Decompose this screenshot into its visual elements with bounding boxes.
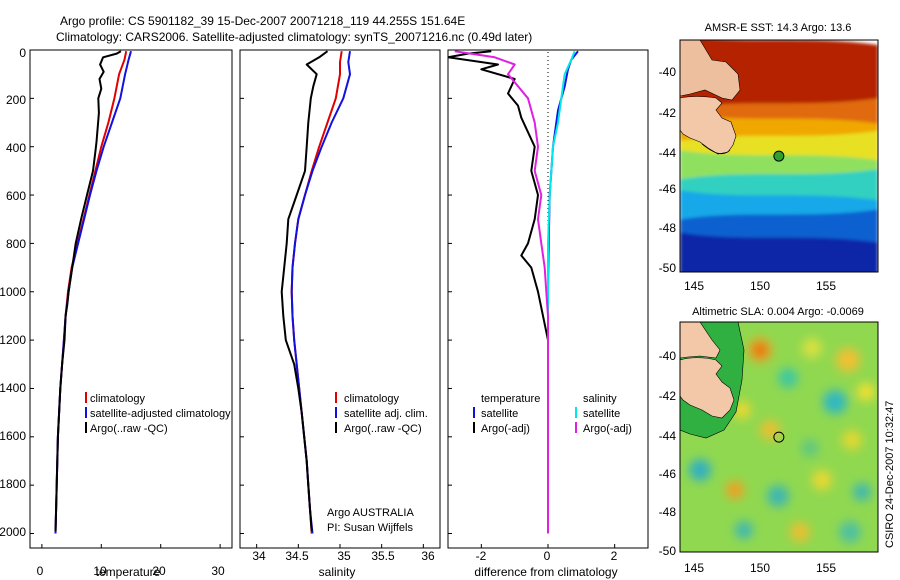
temperature-xtick-10: 10 (93, 564, 107, 578)
depth-tick-0: 0 (19, 46, 26, 60)
program-label: Argo AUSTRALIA (327, 507, 414, 519)
difference-xtick-2: 2 (611, 549, 618, 563)
sst-lat-46: -46 (659, 182, 677, 196)
argo-location-marker (773, 150, 785, 162)
sla-lat-42: -42 (659, 389, 677, 403)
sst-lat-40: -40 (659, 65, 677, 79)
depth-tick-1800: 1800 (0, 477, 26, 491)
sla-map-ticks: -40 -42 -44 -46 -48 -50 145 150 155 (659, 349, 837, 575)
sst-lon-145: 145 (684, 279, 704, 293)
salinity-axes-box (239, 49, 441, 549)
sst-lon-155: 155 (816, 279, 836, 293)
sla-anomaly-field (689, 338, 875, 543)
salinity-ticks: 34 34.5 35 35.5 36 (252, 549, 435, 563)
tasmania-landmass (680, 96, 737, 155)
bathymetry-contour (701, 143, 731, 155)
difference-from-climatology-temperature-argo-adj-line (448, 50, 549, 534)
legend-label-argo: Argo(..raw -QC) (90, 423, 168, 435)
salinity-legend: climatology satellite adj. clim. Argo(..… (335, 392, 428, 435)
sst-lat-48: -48 (659, 221, 677, 235)
difference-xtick-minus2: -2 (476, 549, 487, 563)
temperature-xtick-0: 0 (37, 564, 44, 578)
depth-tick-1000: 1000 (0, 285, 26, 299)
sst-band-8 (680, 232, 878, 272)
salinity-profile-argo-raw-qc-line (280, 50, 329, 532)
temperature-xlabel: temperature (96, 565, 161, 579)
mainland-landmass (680, 322, 721, 359)
sla-map-panel: Altimetric SLA: 0.004 Argo: -0.0069 (659, 306, 879, 575)
temperature-ticks: 0 10 20 30 0 200 400 600 800 1000 1200 1… (0, 46, 225, 578)
temperature-xtick-30: 30 (211, 564, 225, 578)
depth-tick-1200: 1200 (0, 333, 26, 347)
sla-lat-48: -48 (659, 505, 677, 519)
tasmania-landmass (680, 357, 735, 419)
temperature-axes-box (29, 49, 233, 549)
sla-lon-145: 145 (684, 561, 704, 575)
temperature-legend: climatology satellite-adjusted climatolo… (85, 392, 231, 435)
sla-lon-155: 155 (816, 561, 836, 575)
sla-lat-46: -46 (659, 467, 677, 481)
mainland-landmass (680, 40, 741, 101)
sla-lat-44: -44 (659, 429, 677, 443)
temperature-xtick-20: 20 (152, 564, 166, 578)
salinity-xtick-35: 35 (337, 549, 351, 563)
sla-map-frame (679, 321, 879, 553)
depth-tick-600: 600 (6, 189, 26, 203)
legend-label-temp-argo: Argo(-adj) (481, 423, 530, 435)
legend-title-temperature: temperature (481, 393, 540, 405)
legend-label-sal-satellite: satellite (583, 408, 620, 420)
sst-lat-42: -42 (659, 106, 677, 120)
legend-label-satellite: satellite-adjusted climatology (90, 408, 231, 420)
figure-subtitle: Climatology: CARS2006. Satellite-adjuste… (56, 30, 532, 44)
salinity-xtick-34.5: 34.5 (285, 549, 309, 563)
sst-band-5 (680, 169, 878, 204)
pi-label: PI: Susan Wijffels (327, 522, 413, 534)
depth-tick-800: 800 (6, 237, 26, 251)
difference-ticks: -2 0 2 (476, 549, 618, 563)
depth-tick-2000: 2000 (0, 525, 26, 539)
sst-map-ticks: -40 -42 -44 -46 -48 -50 145 150 155 (659, 65, 837, 293)
difference-from-climatology-salinity-argo-adj-line (454, 50, 549, 534)
sst-band-7 (680, 209, 878, 246)
credit-stamp: CSIRO 24-Dec-2007 10:32:47 (884, 401, 896, 548)
salinity-xlabel: salinity (319, 565, 356, 579)
depth-tick-400: 400 (6, 141, 26, 155)
salinity-xtick-34: 34 (252, 549, 266, 563)
legend-label-argo: Argo(..raw -QC) (344, 423, 422, 435)
depth-tick-200: 200 (6, 93, 26, 107)
sst-lat-44: -44 (659, 146, 677, 160)
depth-tick-1400: 1400 (0, 381, 26, 395)
temperature-profile-argo-raw-qc-line (54, 50, 122, 532)
sst-map-panel: AMSR-E SST: 14.3 Argo: 13.6 -40 -42 -44 … (659, 22, 879, 293)
sla-lat-50: -50 (659, 544, 677, 558)
sla-lat-40: -40 (659, 349, 677, 363)
difference-panel: -2 0 2 difference from climatology tempe… (447, 49, 649, 579)
sst-lat-50: -50 (659, 261, 677, 275)
legend-label-sal-argo: Argo(-adj) (583, 423, 632, 435)
salinity-xtick-35.5: 35.5 (371, 549, 395, 563)
argo-location-marker (773, 431, 785, 443)
legend-title-salinity: salinity (583, 393, 617, 405)
depth-tick-1600: 1600 (0, 429, 26, 443)
sst-map-frame (679, 39, 879, 273)
salinity-panel: 34 34.5 35 35.5 36 salinity climatology … (239, 49, 441, 579)
legend-label-climatology: climatology (90, 393, 146, 405)
legend-label-climatology: climatology (344, 393, 400, 405)
figure-title: Argo profile: CS 5901182_39 15-Dec-2007 … (60, 14, 465, 28)
salinity-xtick-36: 36 (421, 549, 435, 563)
difference-xtick-0: 0 (544, 549, 551, 563)
difference-legend: temperature satellite Argo(-adj) salinit… (473, 393, 632, 435)
sla-map-title: Altimetric SLA: 0.004 Argo: -0.0069 (692, 306, 864, 318)
sla-lon-150: 150 (750, 561, 770, 575)
legend-label-temp-satellite: satellite (481, 408, 518, 420)
legend-label-satellite: satellite adj. clim. (344, 408, 428, 420)
difference-xlabel: difference from climatology (474, 565, 617, 579)
sst-map-title: AMSR-E SST: 14.3 Argo: 13.6 (705, 22, 852, 34)
temperature-panel: 0 10 20 30 0 200 400 600 800 1000 1200 1… (0, 46, 233, 579)
sst-lon-150: 150 (750, 279, 770, 293)
